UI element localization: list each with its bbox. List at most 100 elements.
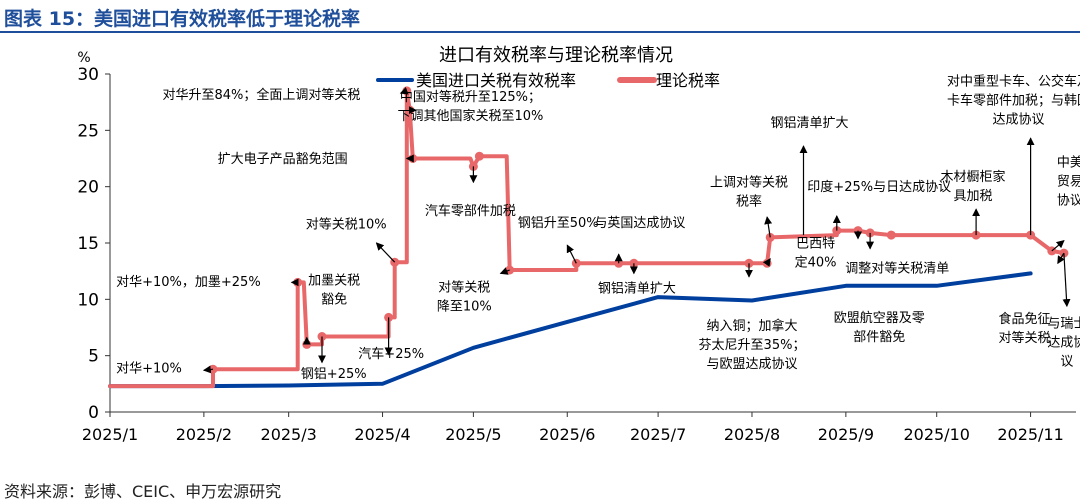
annotation-text: 豁免 (321, 292, 347, 308)
annotation-text: 钢铝+25% (301, 367, 367, 382)
annotation-text: 木材橱柜家 (940, 169, 1005, 185)
y-tick-label: 20 (77, 178, 99, 198)
annotation-text: 汽车零部件加税 (425, 203, 516, 219)
annotation-text: 税率 (736, 194, 762, 210)
annotation: 钢铝+25% (301, 336, 367, 382)
annotation-arrow (375, 242, 396, 263)
annotation-text: 钢铝清单扩大 (598, 282, 676, 297)
annotation-text: 对等关税 (998, 330, 1050, 346)
series-layer (108, 88, 1066, 389)
annotation-text: 对华+10%，加墨+25% (116, 275, 261, 290)
x-tick-label: 2025/9 (818, 425, 874, 444)
annotation-text: 达成协议 (992, 112, 1044, 127)
annotation-text: 印度+25%与日达成协议 (807, 179, 951, 195)
annotation-text: 纳入铜；加拿大 (706, 318, 797, 334)
annotation: 印度+25%与日达成协议 (807, 179, 951, 231)
annotation-text: 下调其他国家关税至10% (397, 108, 543, 124)
y-tick-label: 15 (77, 234, 99, 254)
annotation: 钢铝清单扩大 (770, 116, 849, 236)
annotation-text: 具加税 (953, 189, 992, 204)
x-tick-label: 2025/4 (354, 425, 410, 444)
annotation-arrow (566, 244, 577, 264)
x-tick-label: 2025/7 (630, 425, 686, 444)
annotation-text: 加墨关税 (308, 274, 360, 289)
chart: 进口有效税率与理论税率情况 美国进口关税有效税率 理论税率 % 051015202… (77, 45, 1080, 444)
annotation-text: 调整对等关税清单 (845, 260, 949, 276)
x-tick-label: 2025/2 (176, 425, 232, 444)
data-point (474, 151, 484, 161)
annotation: 对华+10%，加墨+25% (116, 275, 299, 290)
annotation-text: 钢铝升至50% (518, 216, 599, 231)
x-tick-label: 2025/1 (82, 425, 138, 444)
annotation-text: 部件豁免 (853, 329, 905, 345)
annotation-text: 对华+10% (116, 362, 182, 377)
y-axis-label: % (77, 50, 90, 66)
y-tick-label: 25 (77, 121, 99, 141)
annotation-text: 与欧盟达成协议 (706, 357, 797, 372)
annotation: 对等关税10% (306, 216, 396, 263)
annotation-arrow (499, 267, 510, 275)
annotation-text: 与瑞士 (1047, 317, 1080, 332)
annotation-arrow (202, 365, 214, 374)
legend-label-theoretical: 理论税率 (656, 71, 720, 90)
series-line-theoretical (108, 88, 1066, 389)
x-tick-label: 2025/8 (724, 425, 780, 444)
annotation-text: 对等关税10% (306, 216, 387, 232)
annotation-text: 对华升至84%；全面上调对等关税 (162, 87, 360, 103)
x-tick-label: 2025/10 (903, 425, 969, 444)
annotation-text: 降至10% (437, 299, 492, 314)
annotation: 钢铝升至50% (518, 216, 599, 264)
annotation-text: 定40% (795, 256, 837, 271)
figure-header: 图表 15：美国进口有效税率低于理论税率 (0, 0, 1080, 34)
annotation-text: 卡车零部件加税；与韩国 (947, 92, 1080, 108)
annotation-text: 中美 (1057, 155, 1080, 170)
annotation: 与英国达成协议 (594, 216, 685, 264)
y-tick-label: 0 (88, 403, 99, 423)
annotation-text: 贸易 (1057, 174, 1080, 189)
annotation-arrow (1051, 240, 1065, 252)
y-tick-label: 10 (77, 290, 99, 310)
annotation-arrow (1057, 252, 1065, 265)
title-rule (0, 31, 1080, 33)
annotation-text: 议 (1060, 355, 1073, 370)
annotation-text: 食品免征 (998, 311, 1050, 327)
y-tick-label: 30 (77, 65, 99, 85)
annotation-text: 汽车+25% (358, 346, 424, 362)
annotation: 汽车零部件加税 (425, 166, 516, 219)
annotation-text: 欧盟航空器及零 (834, 310, 925, 326)
annotation-text: 达成协 (1047, 336, 1080, 351)
annotation-text: 芬太尼升至35%； (699, 338, 806, 353)
series-line-effective (108, 271, 1033, 389)
y-tick-label: 5 (88, 347, 99, 367)
source-note: 资料来源：彭博、CEIC、申万宏源研究 (4, 482, 282, 501)
annotation: 中国对等税升至125%； 下调其他国家关税至10% (397, 89, 543, 124)
axes: 0 5 10 15 20 25 30 2025/1 2025/2 2025/3 2025/4 2025… (77, 65, 1076, 444)
annotation-text: 对中重型卡车、公交车及 (947, 73, 1080, 89)
annotation-text: 扩大电子产品豁免范围 (218, 151, 348, 167)
data-point (629, 258, 639, 268)
annotation-text: 对等关税 (438, 279, 490, 295)
annotation-text: 协议 (1057, 193, 1080, 208)
annotation-text: 与英国达成协议 (594, 216, 685, 231)
annotation-text: 中国对等税升至125%； (400, 89, 541, 105)
data-point (886, 230, 896, 240)
legend: 美国进口关税有效税率 理论税率 (376, 71, 720, 90)
annotation: 汽车+25% (358, 317, 424, 362)
x-tick-label: 2025/5 (445, 425, 501, 444)
legend-label-effective: 美国进口关税有效税率 (416, 71, 576, 90)
annotation: 扩大电子产品豁免范围 (218, 151, 414, 167)
annotation-text: 上调对等关税 (710, 175, 788, 191)
